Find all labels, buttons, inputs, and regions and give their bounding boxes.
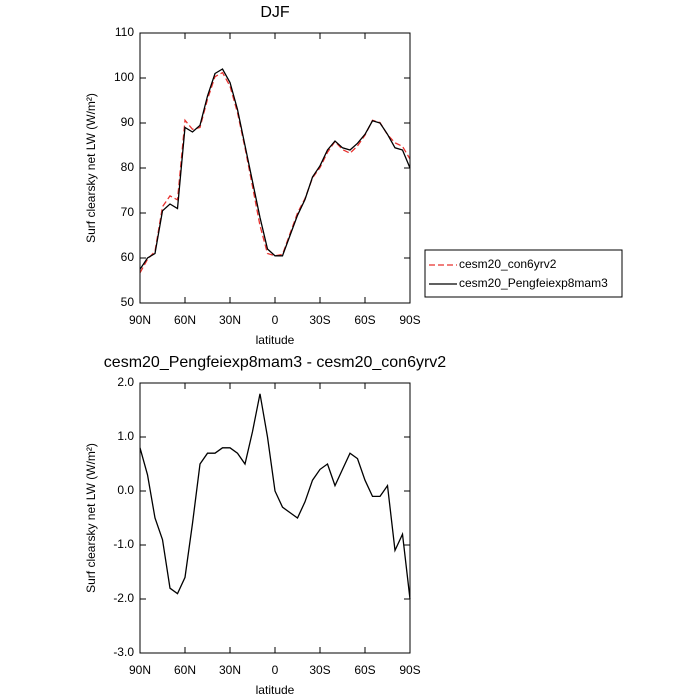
y-tick-label: 70 [121,205,135,219]
x-tick-label: 30S [309,313,330,327]
x-tick-label: 30N [219,663,241,677]
x-axis-label: latitude [256,683,295,697]
y-tick-label: -3.0 [113,645,134,659]
data-line [139,393,411,600]
x-tick-label: 0 [272,663,279,677]
x-tick-label: 60N [174,663,196,677]
legend-box [424,249,623,298]
plot-frame [139,32,411,304]
y-tick-label: 2.0 [117,375,134,389]
y-tick-label: 60 [121,250,135,264]
x-tick-label: 90S [399,663,420,677]
x-axis-label: latitude [256,333,295,347]
x-tick-label: 90N [129,313,151,327]
x-tick-label: 90S [399,313,420,327]
y-tick-label: -2.0 [113,591,134,605]
y-tick-label: 90 [121,115,135,129]
y-tick-label: 0.0 [117,483,134,497]
x-tick-label: 60S [354,313,375,327]
chart-title: cesm20_Pengfeiexp8mam3 - cesm20_con6yrv2 [104,354,447,371]
y-axis-label: Surf clearsky net LW (W/m²) [84,443,98,593]
y-axis-label: Surf clearsky net LW (W/m²) [84,93,98,243]
x-tick-label: 90N [129,663,151,677]
x-tick-label: 60N [174,313,196,327]
y-tick-label: -1.0 [113,537,134,551]
y-tick-label: 50 [121,295,135,309]
data-line [139,68,411,270]
plot-frame [139,382,411,654]
y-tick-label: 110 [115,25,134,39]
y-tick-label: 1.0 [117,429,134,443]
x-tick-label: 60S [354,663,375,677]
legend-label: cesm20_Pengfeiexp8mam3 [459,276,608,290]
y-tick-label: 100 [114,70,134,84]
x-tick-label: 0 [272,313,279,327]
legend-label: cesm20_con6yrv2 [459,257,557,271]
y-tick-label: 80 [121,160,135,174]
x-tick-label: 30N [219,313,241,327]
x-tick-label: 30S [309,663,330,677]
chart-title: DJF [260,4,290,21]
